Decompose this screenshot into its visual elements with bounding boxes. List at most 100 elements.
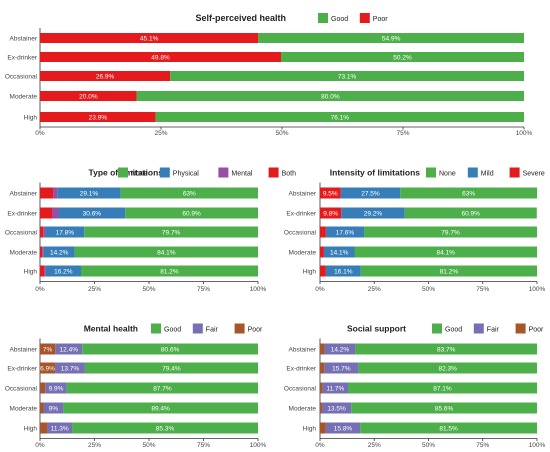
legend-swatch-none: [118, 167, 128, 178]
legend-swatch-none: [426, 167, 436, 178]
data-label: 83.7%: [437, 347, 456, 354]
legend-label-fair: Fair: [206, 327, 219, 334]
bar-mild: [340, 187, 401, 199]
data-label: 87.1%: [433, 386, 452, 393]
chart-title: Self-perceived health: [195, 13, 286, 23]
bar-good: [155, 112, 524, 122]
bar-poor: [40, 91, 137, 101]
data-label: 9.5%: [323, 191, 338, 198]
x-tick-label: 25%: [368, 442, 381, 449]
bar-mild: [341, 207, 405, 219]
bar-both: [40, 226, 44, 238]
category-label: Ex-drinker: [7, 211, 37, 218]
data-label: 84.1%: [437, 250, 456, 257]
legend-label-good: Good: [164, 327, 181, 334]
data-label: 81.5%: [439, 426, 458, 433]
data-label: 17.6%: [336, 230, 355, 237]
bar-fair: [322, 382, 348, 394]
category-label: High: [24, 115, 38, 122]
bar-none: [400, 187, 537, 199]
bar-none: [74, 246, 258, 258]
category-label: Occasional: [284, 230, 317, 237]
bar-none: [80, 265, 258, 277]
bar-none: [354, 246, 537, 258]
category-label: Ex-drinker: [7, 366, 37, 373]
data-label: 23.9%: [89, 115, 108, 122]
bar-mild: [325, 226, 365, 238]
data-label: 13.7%: [61, 366, 80, 373]
category-label: Abstainer: [10, 347, 38, 354]
data-label: 89.4%: [151, 406, 170, 413]
bar-none: [404, 207, 537, 219]
bar-poor: [40, 112, 156, 122]
bar-poor: [320, 382, 323, 394]
x-tick-label: 25%: [368, 286, 381, 293]
bar-none: [125, 207, 258, 219]
category-label: High: [303, 426, 317, 433]
legend-swatch-physical: [159, 167, 170, 178]
legend-swatch-poor: [234, 323, 245, 334]
bar-physical: [45, 265, 81, 277]
bar-severe: [320, 246, 324, 258]
bar-fair: [55, 362, 85, 374]
x-tick-label: 50%: [422, 286, 435, 293]
bar-fair: [324, 362, 359, 374]
bar-good: [360, 422, 537, 434]
legend-swatch-good: [151, 323, 161, 334]
x-tick-label: 25%: [88, 442, 101, 449]
legend-label-poor: Poor: [373, 16, 388, 23]
legend-label-both: Both: [282, 171, 297, 178]
legend-label-none: None: [131, 171, 148, 178]
data-label: 14.2%: [50, 250, 69, 257]
bar-mental: [43, 226, 46, 238]
category-label: High: [24, 269, 38, 276]
data-label: 15.7%: [332, 366, 351, 373]
data-label: 80.6%: [161, 347, 180, 354]
legend-label-good: Good: [445, 327, 462, 334]
data-label: 15.8%: [334, 426, 353, 433]
x-tick-label: 25%: [88, 286, 101, 293]
bar-fair: [43, 402, 64, 414]
bar-poor: [40, 382, 46, 394]
x-tick-label: 100%: [250, 442, 267, 449]
bar-mild: [325, 265, 361, 277]
category-label: Ex-drinker: [286, 366, 316, 373]
bar-both: [40, 246, 43, 258]
data-label: 9.8%: [323, 211, 338, 218]
bar-poor: [320, 422, 326, 434]
bar-physical: [45, 226, 85, 238]
category-label: Moderate: [10, 250, 38, 257]
x-tick-label: 75%: [396, 130, 409, 137]
x-tick-label: 0%: [315, 442, 325, 449]
legend-label-poor: Poor: [529, 327, 544, 334]
category-label: Ex-drinker: [7, 55, 37, 62]
x-tick-label: 75%: [476, 286, 489, 293]
x-tick-label: 50%: [422, 442, 435, 449]
data-label: 13.5%: [327, 406, 346, 413]
bar-physical: [57, 187, 121, 199]
x-tick-label: 50%: [142, 286, 155, 293]
bar-none: [364, 226, 537, 238]
data-label: 82.3%: [438, 366, 457, 373]
bar-poor: [40, 33, 259, 43]
category-label: Occasional: [5, 74, 38, 81]
bar-good: [355, 343, 537, 355]
bar-none: [120, 187, 258, 199]
bar-fair: [47, 422, 73, 434]
data-label: 50.2%: [393, 55, 412, 62]
data-label: 11.3%: [51, 426, 69, 433]
x-tick-label: 75%: [197, 442, 210, 449]
bar-both: [40, 207, 52, 219]
x-tick-label: 100%: [250, 286, 267, 293]
bar-mental: [44, 265, 46, 277]
category-label: Occasional: [284, 386, 317, 393]
data-label: 81.2%: [160, 269, 179, 276]
bar-poor: [320, 362, 325, 374]
data-label: 60.9%: [182, 211, 201, 218]
legend-swatch-poor: [359, 13, 370, 23]
legend-swatch-mild: [467, 167, 478, 178]
bar-physical: [58, 207, 126, 219]
legend-swatch-both: [268, 167, 279, 178]
